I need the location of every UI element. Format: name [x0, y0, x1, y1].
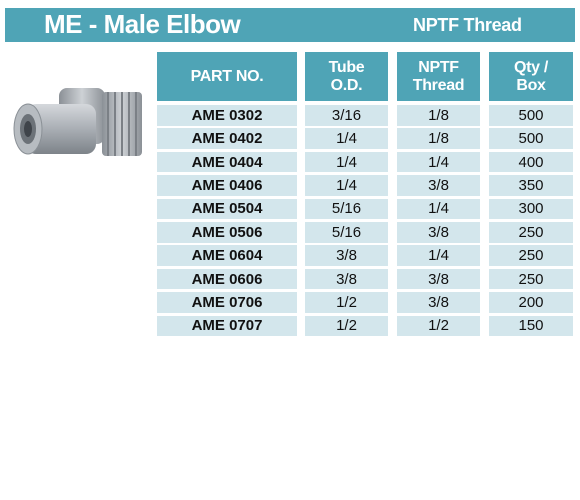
table-cell: 1/2	[305, 315, 388, 337]
part-number: AME 0302	[157, 105, 297, 126]
table-cell: 5/16	[305, 222, 388, 243]
table-cell: 400	[489, 151, 573, 173]
part-number: AME 0402	[157, 128, 297, 149]
part-number: AME 0707	[157, 315, 297, 337]
table-cell: 3/8	[397, 175, 480, 196]
table-cell: 1/4	[397, 245, 480, 266]
part-number: AME 0406	[157, 175, 297, 196]
table-cell: 1/4	[397, 151, 480, 173]
table-cell: 250	[489, 222, 573, 243]
part-number: AME 0404	[157, 151, 297, 173]
column-header: PART NO.	[157, 52, 297, 101]
table-cell: 3/8	[305, 245, 388, 266]
table-cell: 1/4	[305, 128, 388, 149]
table-cell: 200	[489, 292, 573, 313]
subtitle: NPTF Thread	[413, 15, 522, 35]
table-cell: 1/4	[305, 175, 388, 196]
table-cell: 1/8	[397, 105, 480, 126]
table-cell: 3/8	[397, 268, 480, 290]
table-cell: 5/16	[305, 198, 388, 220]
part-number: AME 0604	[157, 245, 297, 266]
table-cell: 500	[489, 128, 573, 149]
column-header: NPTF Thread	[397, 52, 480, 101]
column-header: Tube O.D.	[305, 52, 388, 101]
table-cell: 3/8	[397, 222, 480, 243]
table-cell: 1/8	[397, 128, 480, 149]
table-cell: 3/16	[305, 105, 388, 126]
table-cell: 1/4	[397, 198, 480, 220]
part-number: AME 0504	[157, 198, 297, 220]
table-cell: 1/2	[397, 315, 480, 337]
part-number: AME 0606	[157, 268, 297, 290]
table-cell: 1/2	[305, 292, 388, 313]
table-cell: 500	[489, 105, 573, 126]
table-cell: 150	[489, 315, 573, 337]
table-cell: 350	[489, 175, 573, 196]
table-cell: 250	[489, 268, 573, 290]
table-cell: 1/4	[305, 151, 388, 173]
part-number: AME 0506	[157, 222, 297, 243]
title: ME - Male Elbow	[44, 9, 241, 39]
product-image	[13, 88, 142, 156]
header-bar	[5, 8, 575, 42]
table-cell: 3/8	[397, 292, 480, 313]
table-cell: 300	[489, 198, 573, 220]
part-number: AME 0706	[157, 292, 297, 313]
table-cell: 3/8	[305, 268, 388, 290]
column-header: Qty / Box	[489, 52, 573, 101]
table-cell: 250	[489, 245, 573, 266]
